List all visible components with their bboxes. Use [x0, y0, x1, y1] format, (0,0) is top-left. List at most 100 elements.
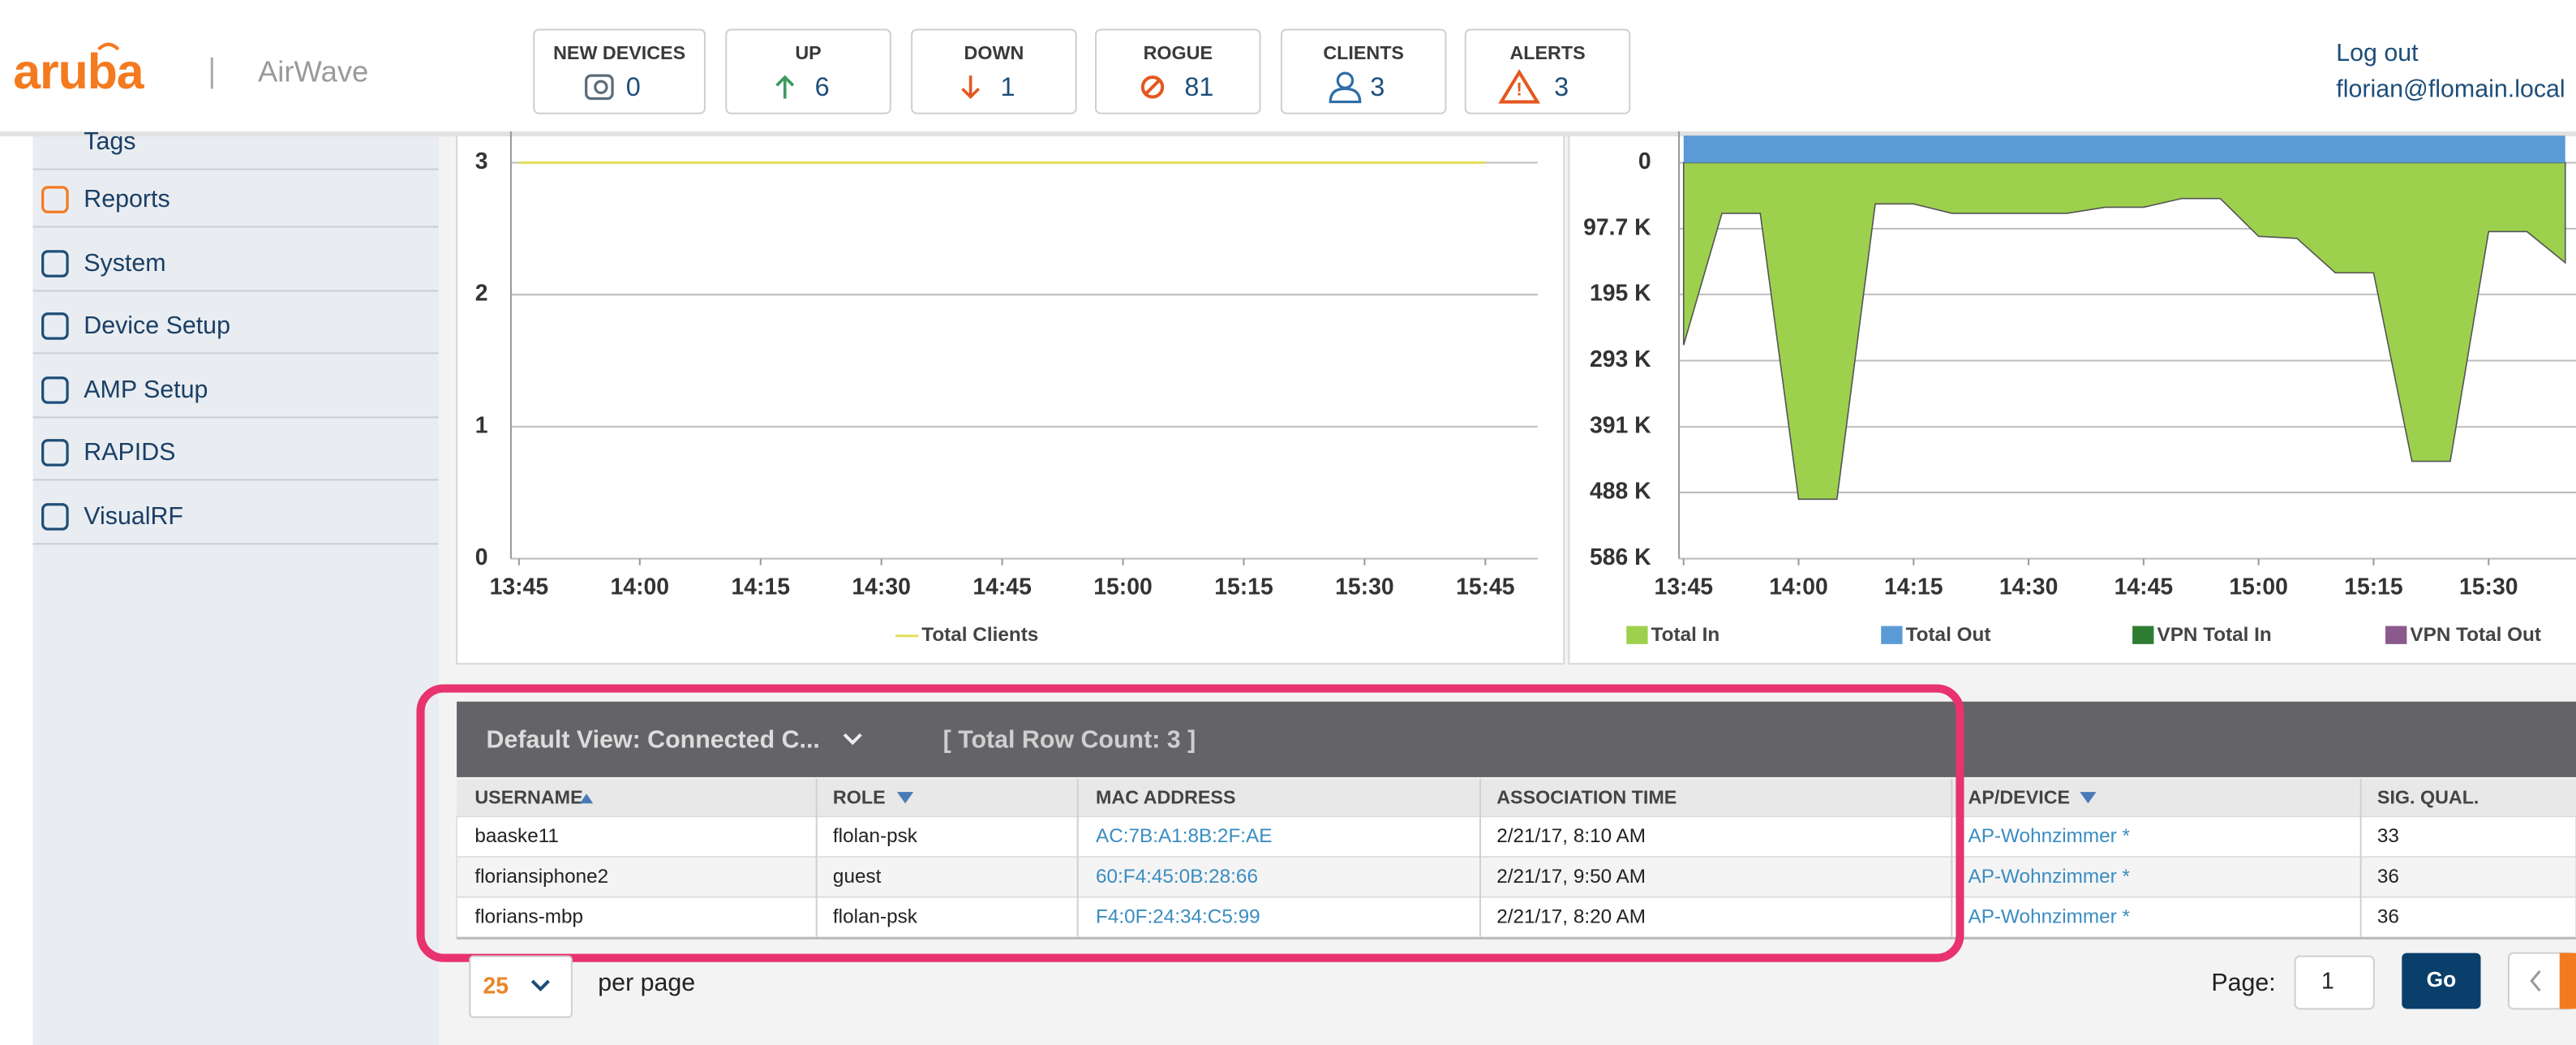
- table-cell: florians-mbp: [474, 905, 583, 927]
- table-cell: baaske11: [474, 825, 559, 847]
- x-tick-label: 13:45: [490, 574, 549, 600]
- y-tick-label: 97.7 K: [1583, 214, 1651, 240]
- product-name: AirWave: [258, 55, 368, 88]
- icon: !: [1516, 79, 1522, 99]
- header-shadow: [0, 131, 2576, 137]
- legend-label: Total Clients: [921, 624, 1038, 646]
- table-toolbar: [457, 701, 2576, 777]
- sidebar-item[interactable]: RAPIDS: [84, 438, 175, 466]
- sidebar-gutter: [0, 131, 33, 1045]
- x-tick-label: 14:15: [731, 574, 790, 600]
- sidebar-item[interactable]: AMP Setup: [84, 376, 208, 403]
- sidebar-item[interactable]: VisualRF: [84, 502, 183, 530]
- status-count: 3: [1370, 72, 1385, 101]
- legend-swatch: [1626, 626, 1648, 644]
- series-area: [1682, 161, 2566, 501]
- icon: [1140, 75, 1165, 99]
- status-count: 3: [1554, 72, 1569, 101]
- table-row: [456, 815, 2576, 858]
- y-tick-label: 1: [475, 412, 488, 438]
- sidebar: [32, 131, 439, 1045]
- status-box[interactable]: [533, 28, 706, 114]
- table-cell[interactable]: AP-Wohnzimmer *: [1968, 866, 2131, 888]
- sidebar-icon: [41, 376, 69, 404]
- logout-link[interactable]: Log out: [2336, 39, 2419, 67]
- y-tick-label: 0: [1638, 148, 1651, 174]
- next-button[interactable]: [2559, 953, 2576, 1009]
- icon: [1329, 87, 1362, 104]
- legend-swatch: [2385, 626, 2407, 644]
- table-cell[interactable]: AP-Wohnzimmer *: [1968, 905, 2131, 927]
- icon: [594, 80, 608, 95]
- table-cell[interactable]: F4:0F:24:34:C5:99: [1096, 905, 1260, 927]
- status-tile[interactable]: CLIENTS 3: [1280, 28, 1447, 114]
- icon: [1498, 69, 1541, 104]
- legend-swatch: [2132, 626, 2154, 644]
- sidebar-icon: [41, 439, 69, 467]
- view-name[interactable]: Default View: Connected C...: [487, 725, 820, 753]
- page-input[interactable]: [2294, 955, 2375, 1010]
- sidebar-icon: [41, 503, 69, 531]
- column-header[interactable]: AP/DEVICE: [1968, 786, 2071, 807]
- y-tick-label: 3: [475, 148, 488, 174]
- status-box[interactable]: [725, 28, 891, 114]
- table-cell[interactable]: 60:F4:45:0B:28:66: [1096, 866, 1258, 888]
- y-tick-label: 586 K: [1590, 544, 1651, 570]
- status-label: NEW DEVICES: [553, 42, 685, 63]
- filter-icon[interactable]: [2080, 792, 2097, 804]
- x-tick-label: 14:30: [852, 574, 911, 600]
- per-page-select[interactable]: [469, 955, 573, 1018]
- table-cell: floriansiphone2: [474, 866, 608, 888]
- sidebar-icon: [41, 250, 69, 277]
- status-label: CLIENTS: [1323, 42, 1404, 63]
- x-tick-label: 15:15: [2344, 574, 2403, 600]
- clients-chart-panel: [456, 127, 1565, 665]
- series-area: [1683, 135, 2565, 163]
- status-box[interactable]: [911, 28, 1077, 114]
- status-label: ALERTS: [1509, 42, 1585, 63]
- sidebar-icon: [41, 186, 69, 213]
- table-cell: flolan-psk: [833, 905, 918, 927]
- table-cell[interactable]: AP-Wohnzimmer *: [1968, 825, 2131, 847]
- table-cell: 36: [2377, 866, 2399, 888]
- table-cell: guest: [833, 866, 882, 888]
- column-header[interactable]: ASSOCIATION TIME: [1496, 786, 1677, 807]
- status-tile[interactable]: ROGUE 81: [1095, 28, 1261, 114]
- column-header[interactable]: MAC ADDRESS: [1096, 786, 1235, 807]
- table-cell: 33: [2377, 825, 2399, 847]
- per-page-value[interactable]: 25: [483, 974, 509, 1000]
- status-count: 0: [626, 72, 641, 101]
- table-header-row: [457, 778, 2576, 817]
- column-header[interactable]: USERNAME: [474, 786, 582, 807]
- table-cell[interactable]: AC:7B:A1:8B:2F:AE: [1096, 825, 1272, 847]
- column-header[interactable]: ROLE: [833, 786, 886, 807]
- table-cell: 36: [2377, 905, 2399, 927]
- status-tile[interactable]: NEW DEVICES 0: [533, 28, 706, 114]
- icon: [961, 75, 981, 100]
- page-value[interactable]: 1: [2321, 969, 2334, 995]
- status-tile[interactable]: ALERTS 3!: [1464, 28, 1631, 114]
- sidebar-item[interactable]: Reports: [84, 185, 170, 213]
- x-tick-label: 15:00: [1093, 574, 1153, 600]
- filter-icon[interactable]: [896, 792, 914, 804]
- status-tile[interactable]: DOWN 1: [911, 28, 1077, 114]
- status-tile[interactable]: UP 6: [725, 28, 891, 114]
- status-count: 1: [1001, 72, 1015, 101]
- status-box[interactable]: [1280, 28, 1447, 114]
- table-cell: 2/21/17, 8:20 AM: [1496, 905, 1646, 927]
- go-button[interactable]: [2402, 953, 2481, 1009]
- page-label: Page:: [2211, 969, 2275, 996]
- per-page-label: per page: [598, 969, 695, 996]
- legend-label: Total Out: [1906, 624, 1991, 646]
- sidebar-item[interactable]: Device Setup: [84, 312, 230, 339]
- sidebar-item[interactable]: Tags: [84, 127, 135, 155]
- x-tick-label: 14:00: [1769, 574, 1828, 600]
- status-box[interactable]: [1095, 28, 1261, 114]
- sidebar-item[interactable]: System: [84, 249, 165, 277]
- go-label[interactable]: Go: [2427, 967, 2457, 991]
- view-chevron[interactable]: [843, 733, 862, 746]
- x-tick-label: 14:00: [611, 574, 670, 600]
- x-tick-label: 15:30: [2459, 574, 2518, 600]
- column-header[interactable]: SIG. QUAL.: [2377, 786, 2479, 807]
- icon: [775, 75, 795, 99]
